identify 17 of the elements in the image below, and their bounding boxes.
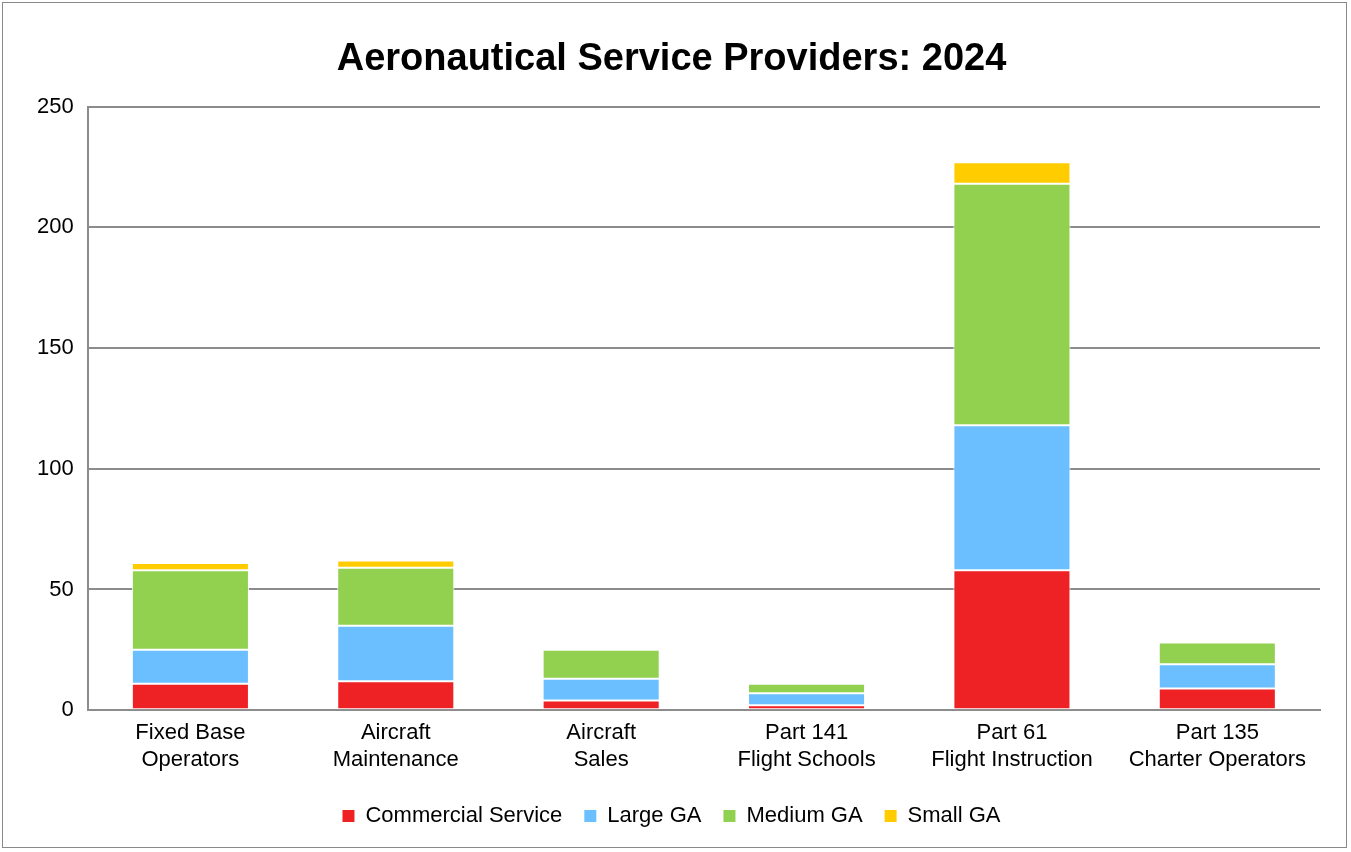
- x-tick-label: Aircraft Maintenance: [332, 719, 459, 771]
- y-tick-label: 250: [36, 92, 74, 118]
- y-tick-label: 200: [36, 213, 74, 239]
- legend-label: Large GA: [607, 802, 702, 828]
- y-tick-label: 100: [36, 454, 74, 480]
- legend-label: Small GA: [907, 802, 1001, 828]
- x-tick-label: Aircraft Sales: [566, 719, 637, 771]
- x-tick-label: Part 61 Flight Instruction: [931, 719, 1093, 771]
- y-tick-label: 150: [36, 334, 74, 360]
- chart-title: Aeronautical Service Providers: 2024: [336, 36, 1007, 79]
- legend-label: Medium GA: [746, 802, 863, 828]
- x-tick-label: Part 135 Charter Operators: [1128, 719, 1306, 771]
- y-tick-label: 50: [49, 575, 74, 601]
- x-tick-label: Fixed Base Operators: [135, 719, 246, 771]
- x-tick-label: Part 141 Flight Schools: [737, 719, 876, 771]
- legend-label: Commercial Service: [365, 802, 563, 828]
- y-tick-label: 0: [61, 696, 74, 722]
